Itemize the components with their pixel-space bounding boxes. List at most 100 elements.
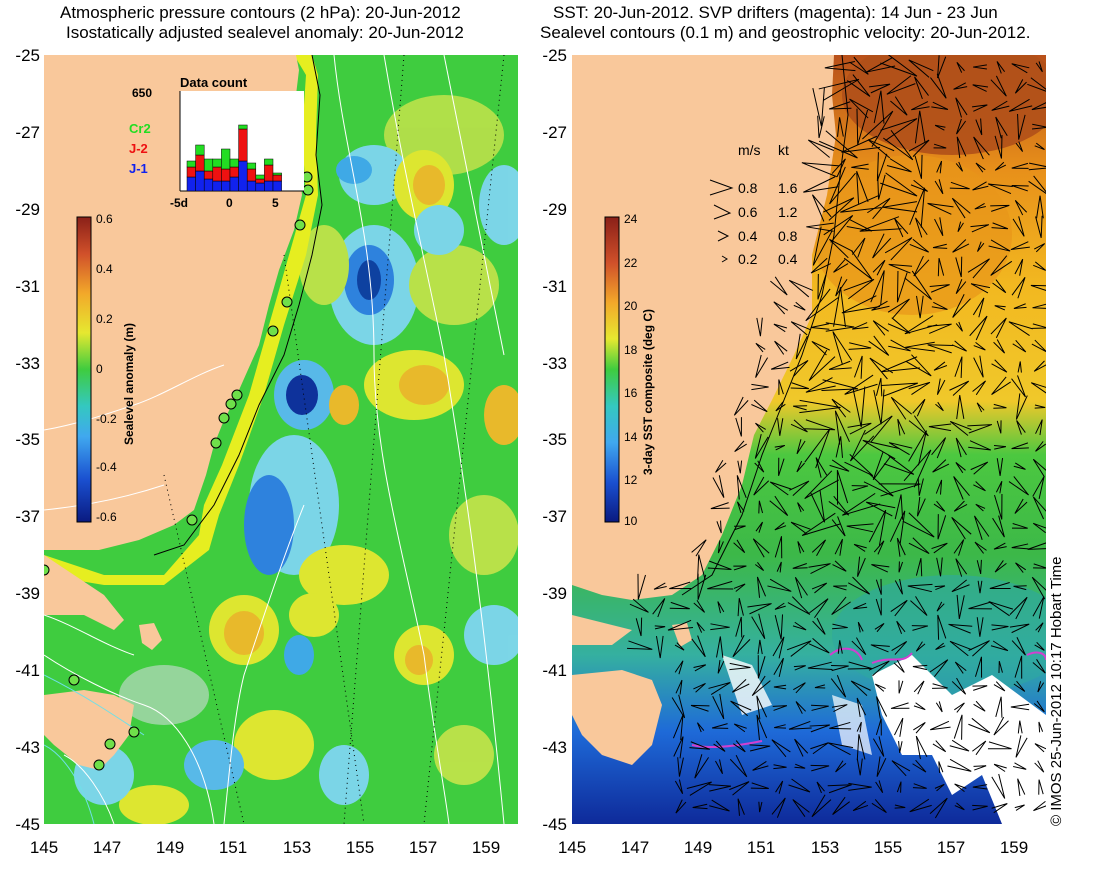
velocity-arrow xyxy=(876,152,888,182)
velocity-arrow xyxy=(627,640,653,650)
velocity-arrow xyxy=(932,243,948,249)
velocity-arrow xyxy=(883,455,915,475)
velocity-arrow xyxy=(988,239,1011,252)
velocity-arrow xyxy=(987,183,1013,195)
velocity-arrow xyxy=(1033,360,1046,372)
velocity-arrow xyxy=(1035,215,1043,238)
right-lat-tick-6: -37 xyxy=(542,507,567,526)
velocity-arrow xyxy=(994,161,1007,171)
velocity-arrow xyxy=(951,677,967,695)
velocity-arrow xyxy=(876,696,888,719)
velocity-arrow xyxy=(915,557,923,577)
velocity-arrow xyxy=(756,695,768,720)
vel-row-2-ms: 0.4 xyxy=(738,228,758,244)
velocity-arrow xyxy=(852,800,869,812)
velocity-arrow xyxy=(1032,596,1045,619)
velocity-arrow xyxy=(951,197,971,219)
histogram-bar xyxy=(221,168,231,182)
velocity-arrow xyxy=(857,556,866,577)
vel-row-3-kt: 0.4 xyxy=(778,251,798,267)
velocity-arrow xyxy=(933,500,946,512)
velocity-arrow xyxy=(889,510,906,545)
velocity-arrow xyxy=(667,619,694,631)
velocity-arrow xyxy=(935,701,943,713)
velocity-arrow xyxy=(937,514,947,540)
velocity-arrow xyxy=(890,702,910,709)
right-lon-tick-2: 149 xyxy=(683,838,713,857)
velocity-arrow xyxy=(935,479,943,495)
velocity-arrow xyxy=(914,154,923,179)
velocity-arrow xyxy=(747,603,772,615)
velocity-arrow xyxy=(974,515,990,540)
velocity-arrow xyxy=(898,740,903,753)
histogram-bar xyxy=(212,180,222,192)
velocity-arrow xyxy=(974,656,983,678)
velocity-arrow xyxy=(911,101,930,111)
velocity-arrow xyxy=(854,355,863,379)
velocity-arrow xyxy=(913,255,930,277)
velocity-arrow xyxy=(697,554,706,580)
velocity-arrow xyxy=(953,539,965,556)
velocity-arrow xyxy=(832,331,853,365)
velocity-arrow xyxy=(831,158,846,178)
velocity-arrow xyxy=(955,321,963,332)
velocity-arrow xyxy=(794,763,806,769)
velocity-arrow xyxy=(936,557,943,577)
velocity-arrow xyxy=(818,130,858,159)
velocity-arrow xyxy=(1010,241,1030,251)
velocity-arrow xyxy=(830,674,847,698)
velocity-arrow xyxy=(795,333,808,360)
velocity-arrow xyxy=(829,721,852,730)
velocity-arrow xyxy=(972,181,989,191)
velocity-arrow xyxy=(844,374,878,395)
histogram-bar xyxy=(238,124,248,130)
velocity-arrow xyxy=(910,179,929,192)
velocity-arrow xyxy=(888,263,913,274)
histogram-bar xyxy=(246,180,257,192)
velocity-arrow xyxy=(930,73,947,99)
velocity-arrow xyxy=(903,449,932,488)
histogram-bar xyxy=(212,166,222,182)
velocity-arrow xyxy=(774,340,788,355)
velocity-arrow xyxy=(776,561,782,573)
velocity-arrow xyxy=(953,82,968,90)
velocity-arrow xyxy=(890,396,912,420)
velocity-arrow xyxy=(811,340,830,356)
velocity-arrow xyxy=(737,460,743,474)
velocity-arrow xyxy=(811,194,832,222)
vel-header-kt: kt xyxy=(778,142,789,158)
velocity-arrow xyxy=(862,110,894,147)
velocity-arrow xyxy=(811,794,832,818)
velocity-arrow xyxy=(846,74,871,97)
velocity-arrow xyxy=(716,636,724,658)
velocity-arrow xyxy=(927,202,954,215)
velocity-arrow xyxy=(993,763,1007,772)
velocity-arrow xyxy=(972,784,988,790)
velocity-arrow xyxy=(873,389,885,425)
velocity-arrow xyxy=(989,581,1011,590)
velocity-arrow xyxy=(774,602,786,610)
velocity-arrow xyxy=(955,558,968,577)
velocity-arrow xyxy=(991,100,1010,111)
velocity-arrow xyxy=(890,96,908,116)
velocity-arrow xyxy=(1014,200,1028,216)
velocity-arrow xyxy=(848,782,872,791)
velocity-arrow xyxy=(1035,61,1043,73)
velocity-arrow xyxy=(1032,659,1046,674)
velocity-arrow xyxy=(897,418,906,436)
left-lon-tick-2: 149 xyxy=(155,838,185,857)
vel-row-0-kt: 1.6 xyxy=(778,180,798,196)
velocity-arrow xyxy=(967,258,990,279)
velocity-arrow xyxy=(976,617,984,637)
velocity-arrow xyxy=(913,722,926,734)
velocity-arrow xyxy=(881,356,920,373)
velocity-arrow xyxy=(689,741,711,750)
velocity-arrow xyxy=(935,642,946,650)
velocity-arrow xyxy=(1014,655,1023,679)
velocity-arrow xyxy=(1016,420,1026,435)
velocity-arrow xyxy=(880,55,918,77)
velocity-arrow xyxy=(793,405,808,411)
velocity-arrow xyxy=(774,444,785,451)
velocity-arrow xyxy=(868,335,890,356)
legend-cr2: Cr2 xyxy=(129,121,151,136)
